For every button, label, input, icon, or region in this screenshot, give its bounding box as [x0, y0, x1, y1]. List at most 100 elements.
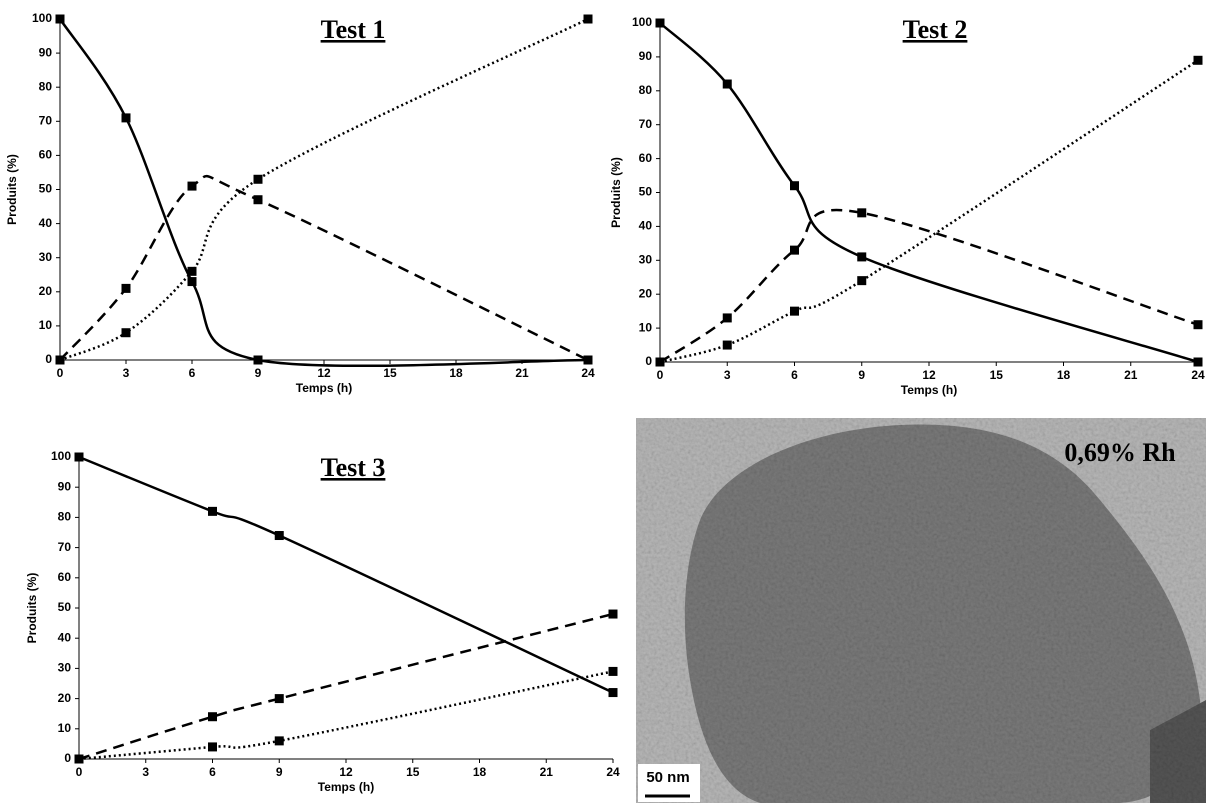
y-tick-label: 30: [39, 250, 53, 264]
x-axis-label: Temps (h): [318, 780, 374, 794]
x-tick-label: 15: [990, 368, 1004, 382]
series-line: [78, 670, 614, 761]
data-point: [208, 742, 217, 752]
y-tick-label: 40: [39, 216, 53, 230]
data-point: [274, 694, 284, 704]
y-tick-label: 60: [58, 570, 72, 584]
y-tick-label: 90: [58, 479, 72, 493]
y-tick-label: 70: [39, 113, 53, 127]
data-point: [655, 18, 665, 28]
data-point: [722, 313, 732, 323]
data-point: [187, 277, 197, 287]
chart-title: Test 1: [321, 15, 386, 44]
data-point: [790, 181, 799, 191]
x-tick-label: 3: [724, 368, 731, 382]
data-point: [583, 14, 593, 24]
y-tick-label: 70: [58, 540, 72, 554]
data-point: [121, 113, 131, 123]
x-tick-label: 24: [1191, 368, 1205, 382]
y-tick-label: 100: [32, 11, 52, 25]
y-tick-label: 80: [639, 83, 653, 97]
data-point: [55, 355, 65, 365]
x-tick-label: 21: [540, 765, 554, 779]
data-point: [253, 195, 263, 205]
y-tick-label: 100: [632, 15, 652, 29]
y-tick-label: 60: [639, 151, 653, 165]
x-axis-label: Temps (h): [901, 383, 957, 397]
series-line: [78, 612, 614, 761]
y-tick-label: 10: [58, 721, 72, 735]
data-point: [722, 340, 732, 350]
y-tick-label: 10: [639, 320, 653, 334]
y-tick-label: 80: [58, 510, 72, 524]
data-point: [187, 181, 197, 191]
y-tick-label: 0: [64, 751, 71, 765]
y-tick-label: 90: [39, 45, 53, 59]
tem-image: 0,69% Rh 50 nm: [636, 418, 1206, 803]
series-line: [78, 455, 614, 694]
x-tick-label: 15: [406, 765, 420, 779]
data-point: [1193, 357, 1203, 367]
y-tick-label: 20: [58, 691, 72, 705]
data-point: [208, 712, 217, 722]
data-point: [655, 357, 665, 367]
data-point: [1193, 55, 1203, 65]
x-tick-label: 12: [339, 765, 353, 779]
x-tick-label: 9: [276, 765, 283, 779]
y-tick-label: 80: [39, 79, 53, 93]
data-point: [208, 506, 217, 516]
data-point: [857, 252, 867, 262]
x-tick-label: 21: [1124, 368, 1138, 382]
x-tick-label: 0: [76, 765, 83, 779]
x-tick-label: 24: [581, 366, 595, 380]
y-tick-label: 50: [58, 600, 72, 614]
data-point: [253, 355, 263, 365]
data-point: [55, 14, 65, 24]
x-tick-label: 0: [57, 366, 64, 380]
y-tick-label: 50: [639, 185, 653, 199]
x-tick-label: 12: [922, 368, 936, 382]
series-line: [58, 18, 589, 368]
y-tick-label: 90: [639, 49, 653, 63]
image-label: 0,69% Rh: [1064, 438, 1176, 467]
y-tick-label: 0: [45, 352, 52, 366]
x-tick-label: 6: [189, 366, 196, 380]
x-tick-label: 6: [791, 368, 798, 382]
y-tick-label: 10: [39, 318, 53, 332]
scale-label: 50 nm: [646, 769, 689, 786]
x-tick-label: 18: [473, 765, 487, 779]
data-point: [74, 754, 84, 764]
data-point: [274, 736, 284, 746]
data-point: [790, 306, 799, 316]
data-point: [608, 688, 618, 698]
y-tick-label: 60: [39, 148, 53, 162]
y-tick-label: 40: [58, 630, 72, 644]
data-point: [74, 452, 84, 462]
data-point: [253, 174, 263, 184]
data-point: [608, 666, 618, 676]
x-tick-label: 18: [449, 366, 463, 380]
data-point: [1193, 320, 1203, 330]
x-tick-label: 18: [1057, 368, 1071, 382]
series-line: [59, 174, 589, 362]
data-point: [121, 328, 131, 338]
y-tick-label: 100: [51, 449, 71, 463]
data-point: [857, 208, 867, 218]
x-tick-label: 0: [657, 368, 664, 382]
series-line: [659, 22, 1199, 364]
y-axis-label: Produits (%): [5, 154, 19, 225]
y-tick-label: 30: [58, 661, 72, 675]
data-point: [608, 609, 618, 619]
data-point: [583, 355, 593, 365]
series-line: [59, 17, 589, 362]
x-tick-label: 6: [209, 765, 216, 779]
x-tick-label: 24: [606, 765, 620, 779]
particle-edge: [1150, 700, 1206, 803]
x-tick-label: 3: [142, 765, 149, 779]
x-tick-label: 3: [123, 366, 130, 380]
particle: [684, 424, 1201, 803]
x-tick-label: 9: [858, 368, 865, 382]
chart-title: Test 2: [903, 15, 968, 44]
x-tick-label: 12: [317, 366, 331, 380]
